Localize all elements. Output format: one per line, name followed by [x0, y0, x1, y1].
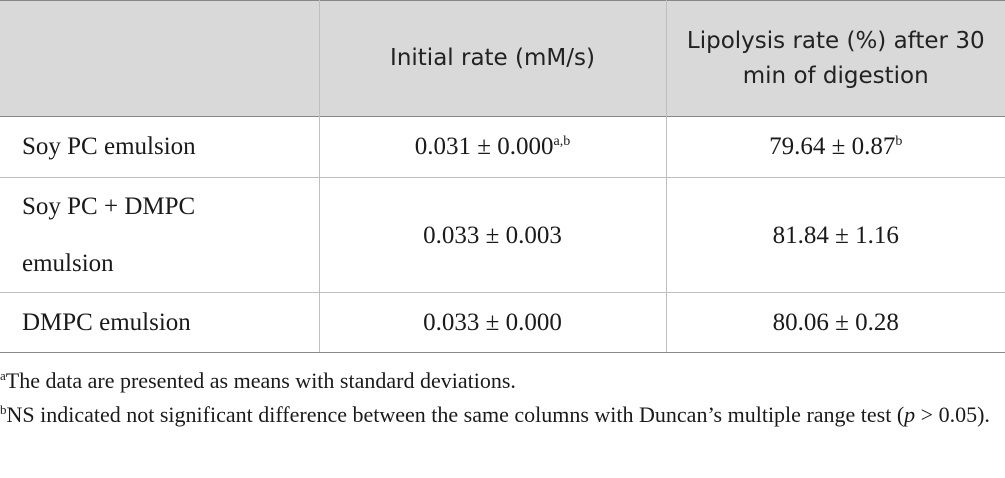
header-lipolysis-rate-text: Lipolysis rate (%) after 30 min of diges… [686, 27, 985, 89]
table-footnotes: aThe data are presented as means with st… [0, 364, 1005, 432]
results-table-container: Initial rate (mM/s) Lipolysis rate (%) a… [0, 0, 1005, 353]
row-label: Soy PC emulsion [0, 116, 319, 178]
table-row: DMPC emulsion 0.033 ± 0.000 80.06 ± 0.28 [0, 292, 1005, 353]
table-row: Soy PC + DMPC emulsion 0.033 ± 0.003 81.… [0, 177, 1005, 293]
lipolysis-rate-value: 79.64 ± 0.87 [769, 133, 896, 160]
footnote-b: bNS indicated not significant difference… [0, 398, 1005, 432]
footnote-marker: b [0, 402, 7, 417]
results-table: Initial rate (mM/s) Lipolysis rate (%) a… [0, 0, 1005, 353]
row-label: DMPC emulsion [0, 292, 319, 353]
superscript-marker: b [895, 134, 903, 149]
row-label-line: Soy PC + DMPC [22, 193, 196, 220]
footnote-marker: a [0, 368, 6, 383]
footnote-a: aThe data are presented as means with st… [0, 364, 1005, 398]
header-cell-empty [0, 0, 319, 117]
row-label-line: emulsion [22, 250, 114, 277]
header-lipolysis-rate: Lipolysis rate (%) after 30 min of diges… [665, 0, 1005, 117]
initial-rate-cell: 0.033 ± 0.000 [318, 292, 666, 353]
initial-rate-cell: 0.031 ± 0.000a,b [318, 116, 666, 178]
lipolysis-rate-cell: 79.64 ± 0.87b [665, 116, 1005, 178]
table-body: Soy PC emulsion 0.031 ± 0.000a,b 79.64 ±… [0, 116, 1005, 353]
footnote-text: The data are presented as means with sta… [5, 368, 516, 393]
lipolysis-rate-cell: 80.06 ± 0.28 [665, 292, 1005, 353]
header-initial-rate: Initial rate (mM/s) [318, 0, 666, 117]
table-header: Initial rate (mM/s) Lipolysis rate (%) a… [0, 0, 1005, 117]
p-symbol: p [904, 402, 916, 427]
footnote-text: > 0.05). [915, 402, 990, 427]
initial-rate-value: 0.031 ± 0.000 [414, 133, 554, 160]
initial-rate-cell: 0.033 ± 0.003 [318, 177, 666, 293]
superscript-marker: a,b [553, 134, 571, 149]
row-label: Soy PC + DMPC emulsion [0, 177, 319, 293]
footnote-text: NS indicated not significant difference … [6, 402, 905, 427]
table-row: Soy PC emulsion 0.031 ± 0.000a,b 79.64 ±… [0, 116, 1005, 178]
header-row: Initial rate (mM/s) Lipolysis rate (%) a… [0, 0, 1005, 117]
lipolysis-rate-cell: 81.84 ± 1.16 [665, 177, 1005, 293]
